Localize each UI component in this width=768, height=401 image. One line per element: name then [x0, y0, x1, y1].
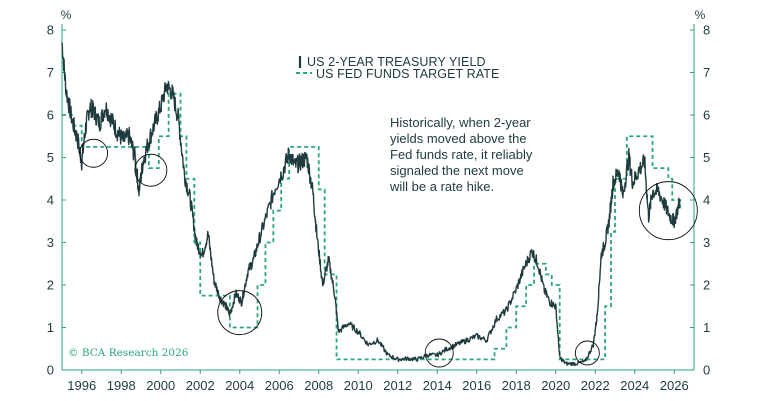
annotation-line-4: signaled the next move	[390, 163, 524, 178]
y-tick-label-right: 6	[703, 108, 710, 123]
y-axis-left: 0 1 2 3 4 5 6 7 8	[47, 23, 66, 378]
y-tick-label-left: 8	[47, 23, 54, 38]
x-tick-label: 2016	[462, 378, 491, 393]
annotation-line-5: will be a rate hike.	[389, 179, 494, 194]
y-tick-label-right: 0	[703, 363, 710, 378]
y-tick-label-right: 2	[703, 278, 710, 293]
x-tick-label: 1996	[67, 378, 96, 393]
y-tick-label-left: 2	[47, 278, 54, 293]
annotation: Historically, when 2-year yields moved a…	[389, 115, 533, 194]
credit: © BCA Research 2026	[68, 347, 189, 359]
series-fed-funds-line	[62, 92, 682, 361]
legend: US 2-YEAR TREASURY YIELD US FED FUNDS TA…	[296, 55, 499, 81]
y-tick-label-left: 3	[47, 235, 54, 250]
y-tick-label-left: 1	[47, 320, 54, 335]
y-tick-label-right: 8	[703, 23, 710, 38]
highlight-circle	[424, 338, 454, 368]
x-tick-label: 2008	[304, 378, 333, 393]
x-tick-label: 2004	[225, 378, 254, 393]
x-tick-label: 2018	[502, 378, 531, 393]
y-tick-label-right: 5	[703, 150, 710, 165]
y-tick-label-left: 6	[47, 108, 54, 123]
highlight-circle	[217, 290, 263, 336]
highlight-circle	[134, 153, 168, 187]
legend-item-treasury: US 2-YEAR TREASURY YIELD	[307, 55, 486, 69]
x-axis: 1996 1998 2000 2002 2004 2006 2008 2010 2012 2014…	[67, 370, 689, 393]
highlight-circle	[79, 138, 109, 168]
x-tick-label: 2006	[265, 378, 294, 393]
highlight-circle	[638, 181, 698, 241]
x-tick-label: 2024	[620, 378, 649, 393]
annotation-line-1: Historically, when 2-year	[390, 115, 531, 130]
y-tick-label-left: 4	[47, 193, 54, 208]
y-unit-left: %	[61, 8, 72, 22]
x-tick-label: 2000	[146, 378, 175, 393]
annotation-line-2: yields moved above the	[390, 131, 527, 146]
x-tick-label: 2012	[383, 378, 412, 393]
series-treasury-line	[61, 42, 681, 367]
y-tick-label-left: 5	[47, 150, 54, 165]
y-axis-right: 0 1 2 3 4 5 6 7 8	[690, 23, 710, 378]
y-tick-label-right: 7	[703, 65, 710, 80]
x-tick-label: 1998	[107, 378, 136, 393]
x-tick-label: 2014	[423, 378, 452, 393]
highlight-circle	[574, 340, 600, 366]
y-tick-label-left: 7	[47, 65, 54, 80]
legend-item-fed-funds: US FED FUNDS TARGET RATE	[316, 67, 499, 81]
y-tick-label-right: 1	[703, 320, 710, 335]
x-tick-label: 2002	[186, 378, 215, 393]
highlight-circles	[79, 138, 698, 368]
x-tick-label: 2022	[581, 378, 610, 393]
y-tick-label-right: 3	[703, 235, 710, 250]
x-tick-label: 2010	[344, 378, 373, 393]
y-tick-label-left: 0	[47, 363, 54, 378]
y-tick-label-right: 4	[703, 193, 710, 208]
series-layer	[61, 42, 682, 367]
x-tick-label: 2026	[660, 378, 689, 393]
x-tick-label: 2020	[541, 378, 570, 393]
y-unit-right: %	[695, 8, 706, 22]
annotation-line-3: Fed funds rate, it reliably	[390, 147, 533, 162]
